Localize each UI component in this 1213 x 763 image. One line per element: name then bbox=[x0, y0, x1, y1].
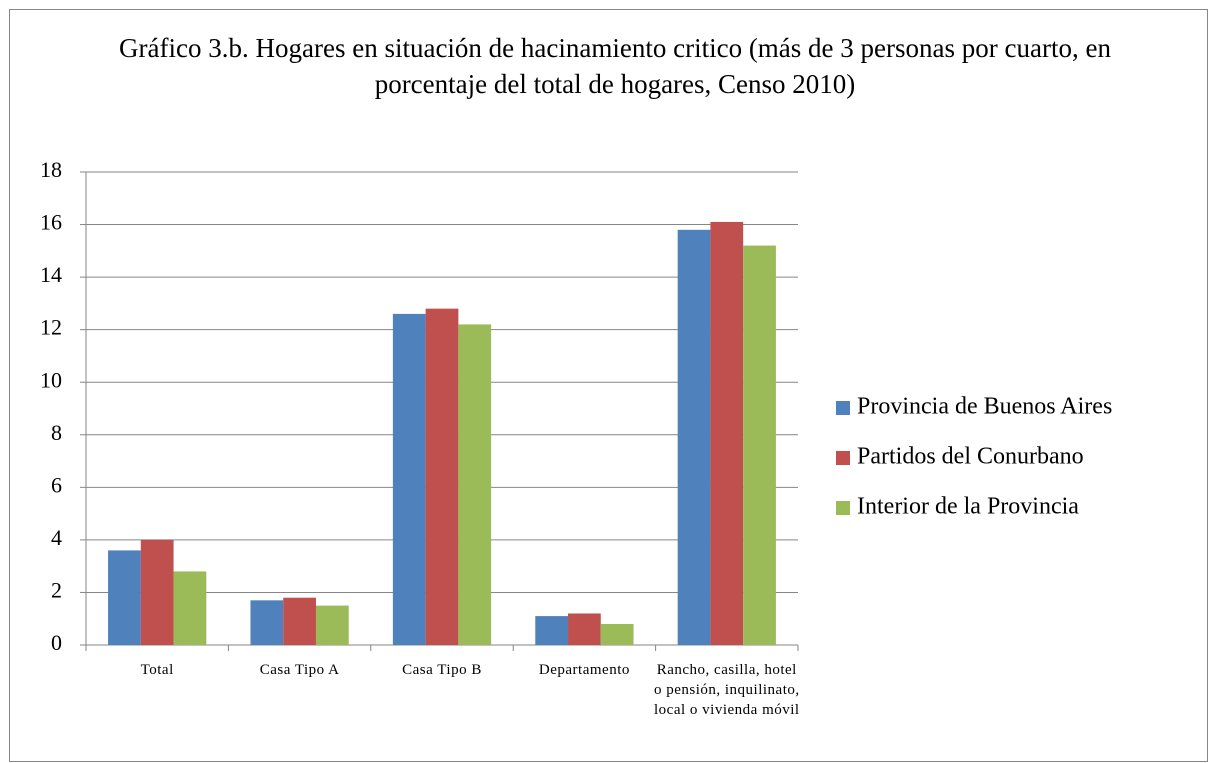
y-tick-label: 16 bbox=[40, 210, 62, 235]
y-tick-label: 8 bbox=[51, 420, 62, 445]
y-tick-label: 12 bbox=[40, 315, 62, 340]
y-tick-label: 10 bbox=[40, 367, 62, 392]
bar bbox=[315, 605, 349, 645]
bar bbox=[250, 600, 284, 645]
bar bbox=[140, 539, 174, 645]
y-tick-label: 14 bbox=[40, 262, 62, 287]
y-tick-label: 0 bbox=[51, 630, 62, 655]
bar bbox=[108, 550, 141, 645]
legend-label: Partidos del Conurbano bbox=[857, 444, 1084, 470]
y-tick-label: 2 bbox=[51, 577, 62, 602]
legend-swatch bbox=[836, 401, 850, 415]
legend-swatch bbox=[836, 451, 850, 465]
bar bbox=[535, 616, 569, 645]
bar bbox=[710, 221, 744, 645]
bar bbox=[677, 229, 711, 646]
legend-label: Provincia de Buenos Aires bbox=[857, 394, 1112, 420]
x-tick-label: Casa Tipo A bbox=[259, 662, 340, 678]
bar bbox=[392, 313, 426, 645]
legend-swatch bbox=[836, 501, 850, 515]
y-tick-label: 6 bbox=[51, 472, 62, 497]
chart-border bbox=[9, 9, 1208, 762]
y-tick-label: 18 bbox=[40, 157, 62, 182]
x-tick-label: Total bbox=[140, 662, 174, 678]
bar bbox=[568, 613, 601, 645]
bar bbox=[283, 597, 316, 645]
x-tick-label: Departamento bbox=[538, 662, 630, 678]
bar bbox=[425, 308, 459, 645]
legend-label: Interior de la Provincia bbox=[857, 494, 1079, 520]
x-tick-label: Casa Tipo B bbox=[402, 662, 482, 678]
bar bbox=[173, 571, 207, 645]
chart-title: Gráfico 3.b. Hogares en situación de hac… bbox=[119, 33, 1111, 99]
bar bbox=[600, 623, 634, 645]
bar bbox=[743, 245, 776, 646]
bar bbox=[458, 324, 492, 645]
x-tick-label: Rancho, casilla, hotel o pensión, inquil… bbox=[653, 662, 800, 718]
y-tick-label: 4 bbox=[51, 525, 62, 550]
